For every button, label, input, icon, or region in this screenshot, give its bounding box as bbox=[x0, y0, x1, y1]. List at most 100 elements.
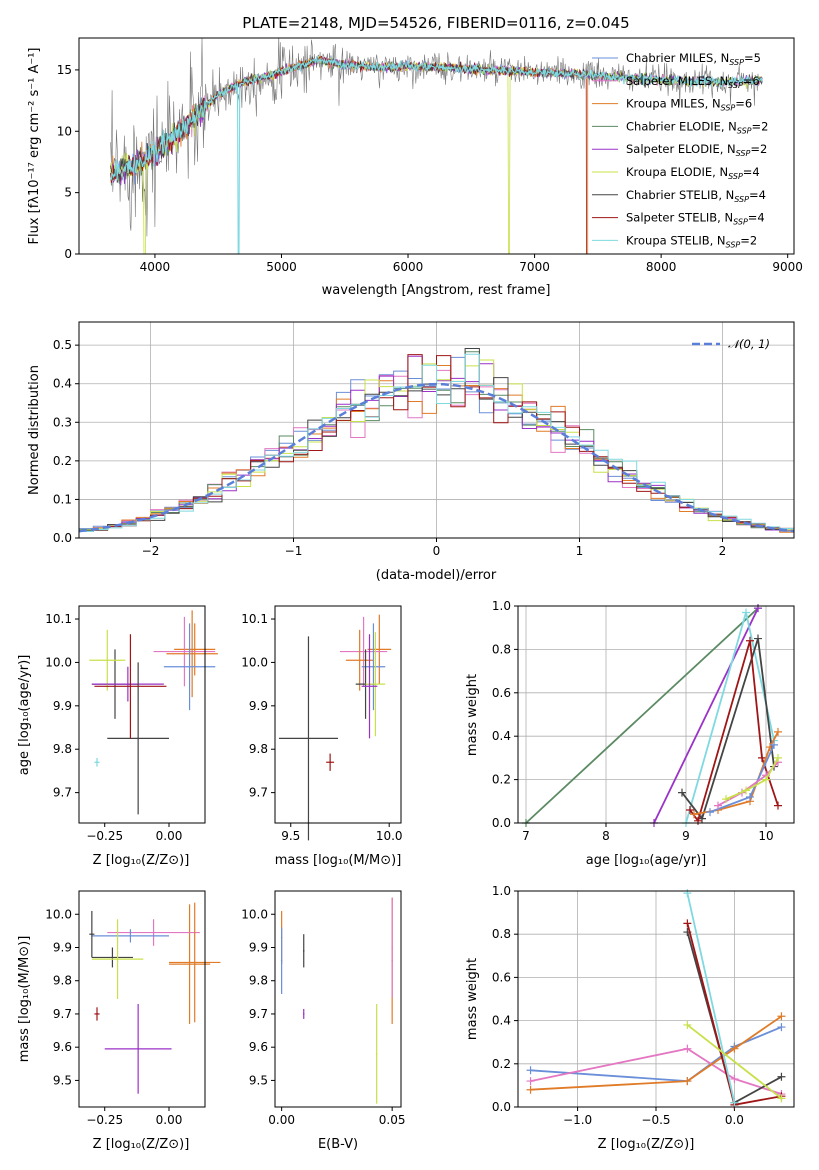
massweight-line-7 bbox=[686, 1024, 783, 1100]
data-point bbox=[375, 1053, 378, 1055]
data-point bbox=[378, 648, 381, 651]
legend-text: Chabrier ELODIE, N bbox=[626, 119, 737, 133]
plus-marker bbox=[758, 753, 766, 762]
x-tick-label: −0.25 bbox=[86, 829, 123, 843]
mw-z-plot-area: −1.0 −0.5 0.0 0.0 0.2 0.4 0.6 0.8 1.0 bbox=[492, 884, 795, 1127]
y-tick-label: 9.8 bbox=[53, 974, 72, 988]
y-tick-label: 9.5 bbox=[53, 1073, 72, 1087]
residual-panel: (data-model)/error Normed distribution −… bbox=[27, 321, 795, 583]
y-tick-label: 0.6 bbox=[492, 970, 511, 984]
data-point bbox=[129, 935, 132, 937]
plus-marker bbox=[746, 636, 754, 645]
mass-z-plot-area: −0.25 0.00 9.5 9.6 9.7 9.8 9.9 10.0 bbox=[45, 890, 221, 1127]
spectrum-plot-area: 4000 5000 6000 7000 8000 9000 0 5 10 15 bbox=[57, 37, 803, 274]
data-point bbox=[374, 683, 377, 685]
data-point bbox=[188, 665, 191, 668]
massweight-line-1 bbox=[525, 607, 759, 824]
data-point bbox=[137, 737, 139, 740]
y-tick-label: 9.7 bbox=[249, 1007, 268, 1021]
plus-marker bbox=[762, 775, 770, 784]
y-tick-label: 0.2 bbox=[53, 454, 72, 468]
x-tick-label: 10.0 bbox=[376, 829, 403, 843]
y-tick-label: 0.8 bbox=[492, 927, 511, 941]
plus-marker bbox=[683, 1020, 692, 1029]
spectrum-panel: PLATE=2148, MJD=54526, FIBERID=0116, z=0… bbox=[27, 14, 803, 298]
y-tick-label: 0.4 bbox=[492, 1014, 511, 1028]
legend-text: Kroupa STELIB, N bbox=[626, 233, 726, 247]
histogram-series-9 bbox=[79, 353, 794, 533]
plus-marker bbox=[777, 1012, 786, 1021]
y-tick-label: 10 bbox=[57, 124, 72, 138]
legend-entry: Kroupa ELODIE, NSSP=4 bbox=[626, 165, 760, 181]
plus-marker bbox=[683, 1044, 692, 1053]
y-tick-label: 10.0 bbox=[241, 907, 268, 921]
y-tick-label: 9.7 bbox=[53, 1007, 72, 1021]
massweight-vs-metallicity-panel: Z [log₁₀(Z/Z⊙)] mass weight −1.0 −0.5 0.0 0… bbox=[465, 884, 795, 1152]
y-tick-label: 10.1 bbox=[45, 612, 72, 626]
data-point bbox=[368, 685, 371, 688]
data-point bbox=[391, 946, 393, 949]
data-point bbox=[307, 737, 310, 740]
plus-marker bbox=[774, 753, 782, 762]
x-tick-label: 10 bbox=[758, 829, 773, 843]
plus-marker bbox=[683, 889, 692, 898]
x-tick-label: 6000 bbox=[393, 260, 424, 274]
legend-value: =6 bbox=[735, 97, 752, 111]
y-tick-label: 9.8 bbox=[53, 742, 72, 756]
plus-marker bbox=[678, 788, 686, 797]
plus-marker bbox=[686, 805, 694, 814]
data-point bbox=[329, 761, 331, 764]
legend-value: =2 bbox=[750, 142, 767, 156]
plus-marker bbox=[777, 1023, 786, 1032]
x-tick-label: 1 bbox=[576, 544, 584, 558]
massweight-line-3 bbox=[530, 1015, 783, 1091]
axes-frame bbox=[517, 605, 795, 824]
mw-age-plot-area: 7 8 9 10 0.0 0.2 0.4 0.6 0.8 1.0 bbox=[492, 599, 795, 843]
legend-value: =6 bbox=[743, 74, 760, 88]
plus-marker bbox=[754, 634, 762, 643]
y-tick-label: 9.6 bbox=[249, 1040, 268, 1054]
y-tick-label: 0 bbox=[64, 247, 72, 261]
x-tick-label: 9 bbox=[682, 829, 690, 843]
y-tick-label: 15 bbox=[57, 63, 72, 77]
legend-value: =2 bbox=[740, 233, 757, 247]
x-tick-label: 0.05 bbox=[379, 1113, 406, 1127]
x-tick-label: 9000 bbox=[772, 260, 803, 274]
plus-marker bbox=[683, 1077, 692, 1086]
data-point bbox=[127, 683, 129, 685]
y-tick-label: 10.0 bbox=[45, 907, 72, 921]
age-z-xlabel: Z [log₁₀(Z/Z⊙)] bbox=[93, 853, 190, 868]
x-tick-label: 7 bbox=[522, 829, 530, 843]
data-point bbox=[372, 665, 375, 668]
age-mass-plot-area: 9.5 10.0 9.7 9.8 9.9 10.0 10.1 bbox=[241, 605, 403, 843]
axes-frame bbox=[78, 605, 206, 824]
y-tick-label: 0.5 bbox=[53, 338, 72, 352]
plus-marker bbox=[774, 727, 782, 736]
y-tick-label: 5 bbox=[64, 186, 72, 200]
y-tick-label: 9.9 bbox=[53, 940, 72, 954]
data-point bbox=[183, 650, 186, 653]
plus-marker bbox=[690, 810, 698, 819]
data-point bbox=[302, 950, 305, 952]
axes-frame bbox=[274, 605, 402, 824]
plus-marker bbox=[742, 786, 750, 795]
y-tick-label: 0.4 bbox=[53, 377, 72, 391]
mw-age-ylabel: mass weight bbox=[465, 674, 480, 756]
y-tick-label: 9.9 bbox=[249, 699, 268, 713]
massweight-line-5 bbox=[689, 640, 779, 823]
y-tick-label: 0.0 bbox=[492, 816, 511, 830]
data-point bbox=[193, 961, 196, 964]
mass-z-xlabel: Z [log₁₀(Z/Z⊙)] bbox=[93, 1137, 190, 1152]
axes-frame bbox=[78, 321, 795, 539]
model-spectrum-line-8 bbox=[110, 55, 587, 254]
x-tick-label: 0.00 bbox=[156, 1113, 183, 1127]
legend-entry: Kroupa STELIB, NSSP=2 bbox=[626, 233, 757, 249]
y-tick-label: 0.1 bbox=[53, 492, 72, 506]
plus-marker bbox=[777, 1072, 786, 1081]
x-tick-label: 8000 bbox=[646, 260, 677, 274]
legend-value: =4 bbox=[748, 211, 765, 225]
data-point bbox=[116, 958, 119, 960]
mw-age-xlabel: age [log₁₀(age/yr)] bbox=[586, 853, 707, 868]
data-point bbox=[111, 956, 114, 959]
axes-frame bbox=[78, 37, 795, 255]
